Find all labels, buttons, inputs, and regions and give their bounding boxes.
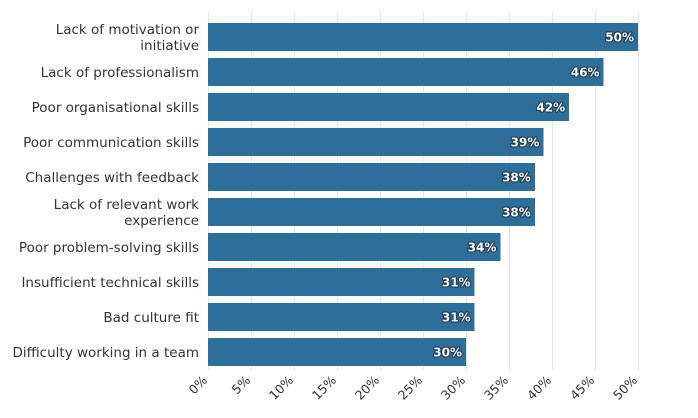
x-tick-label: 35% [481,372,511,402]
bar-value-label: 34% [468,241,497,255]
category-label: Lack of motivation or initiative [56,22,200,54]
bars: 50% 46% 42% 39% 38% 38% 34% 31% 31% 30% [208,23,638,366]
category-label: Poor problem-solving skills [19,240,199,256]
bar-value-label: 46% [571,66,600,80]
bar [208,268,475,296]
category-labels: Lack of motivation or initiative Lack of p… [12,22,199,361]
x-tick-label: 45% [567,372,597,402]
bar-value-label: 39% [511,136,540,150]
x-tick-label: 10% [266,372,296,402]
bar-value-label: 38% [502,206,531,220]
x-tick-label: 0% [185,372,210,397]
bar [208,93,570,121]
x-axis-tick-labels: 0% 5% 10% 15% 20% 25% 30% 35% 40% 45% 50% [185,372,640,402]
x-tick-label: 20% [352,372,382,402]
bar [208,128,544,156]
bar [208,58,604,86]
x-tick-label: 50% [610,372,640,402]
category-label: Bad culture fit [103,310,199,326]
category-label: Poor organisational skills [32,100,199,116]
category-label: Lack of relevant work experience [54,197,199,229]
bar [208,163,535,191]
bar-value-label: 50% [605,31,634,45]
bar [208,23,638,51]
x-tick-label: 30% [438,372,468,402]
category-label: Insufficient technical skills [21,275,199,291]
bar [208,303,475,331]
bar [208,338,466,366]
bar-value-label: 38% [502,171,531,185]
bar [208,233,501,261]
x-tick-label: 40% [524,372,554,402]
x-tick-label: 5% [228,372,253,397]
category-label: Difficulty working in a team [12,345,199,361]
bar-value-label: 31% [442,311,471,325]
category-label: Challenges with feedback [25,170,199,186]
category-label: Lack of professionalism [41,65,199,81]
x-tick-label: 15% [309,372,339,402]
bar-value-label: 30% [433,346,462,360]
bar [208,198,535,226]
category-label: Poor communication skills [23,135,199,151]
x-tick-label: 25% [395,372,425,402]
bar-value-label: 42% [536,101,565,115]
bar-value-label: 31% [442,276,471,290]
